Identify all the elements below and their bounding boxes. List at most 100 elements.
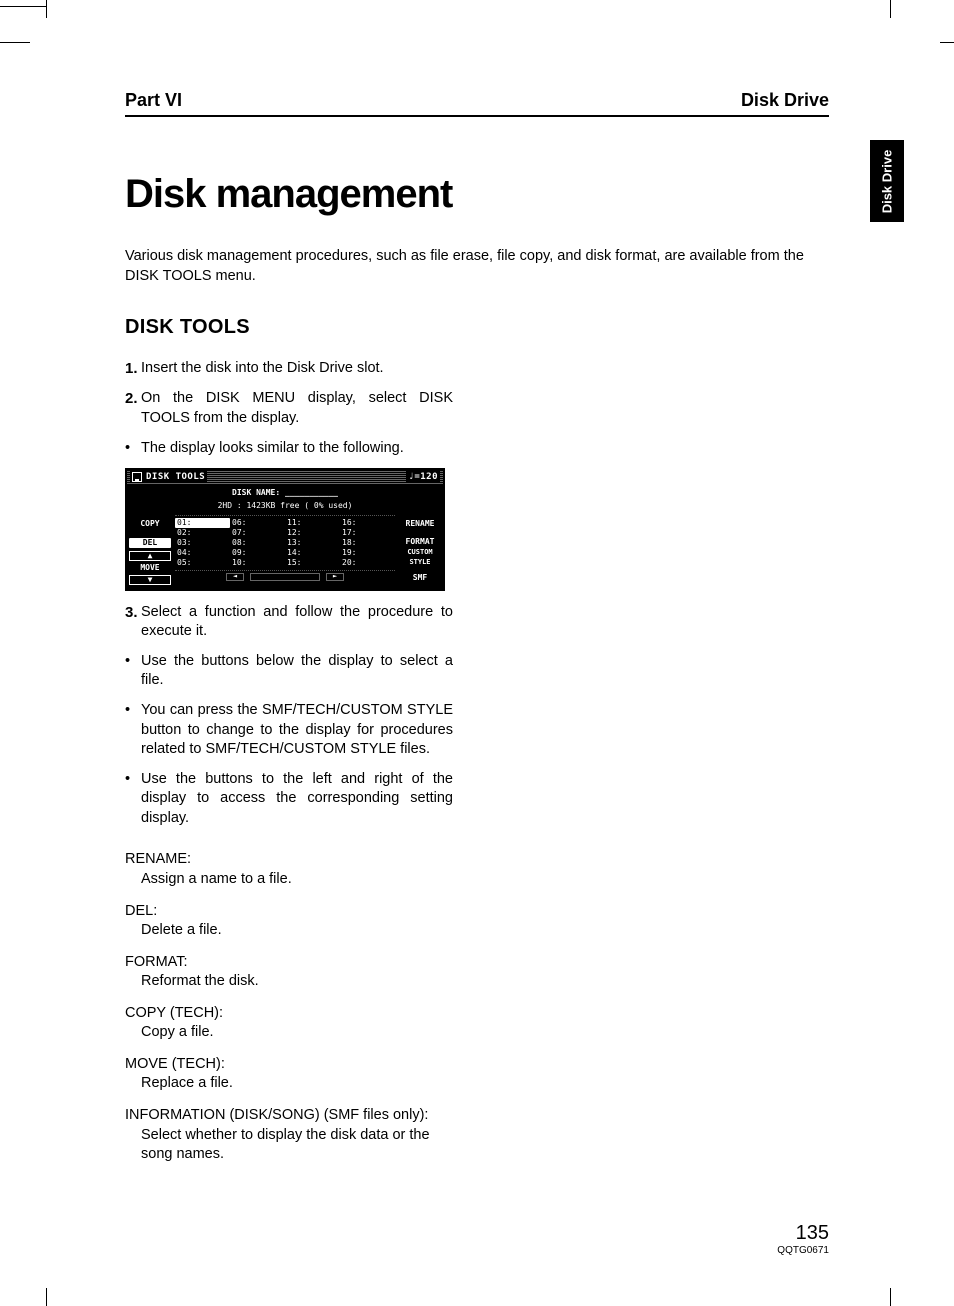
header-part: Part VI	[125, 90, 182, 111]
file-slot[interactable]: 15:	[285, 558, 340, 568]
step-text: On the DISK MENU display, select DISK TO…	[141, 389, 453, 428]
step-number: 1.	[125, 359, 141, 379]
step-text: Select a function and follow the procedu…	[141, 603, 453, 642]
scroll-row: ◄ ►	[175, 571, 395, 581]
intro-paragraph: Various disk management procedures, such…	[125, 247, 829, 286]
crop-mark	[0, 42, 30, 43]
style-label: STYLE	[399, 559, 441, 566]
tempo-indicator: ♩=120	[406, 471, 440, 483]
file-slot[interactable]: 16:	[340, 518, 395, 528]
scroll-right-button[interactable]: ►	[326, 573, 344, 581]
definition-desc: Reformat the disk.	[125, 972, 453, 992]
file-slot[interactable]: 20:	[340, 558, 395, 568]
definition-copy: COPY (TECH): Copy a file.	[125, 1004, 453, 1043]
bullet-marker: •	[125, 439, 141, 459]
move-button[interactable]: MOVE	[129, 564, 171, 572]
file-slot[interactable]: 18:	[340, 538, 395, 548]
definition-term: COPY (TECH):	[125, 1004, 453, 1024]
file-slot[interactable]: 13:	[285, 538, 340, 548]
left-button-column: COPY DEL ▲ MOVE ▼	[129, 515, 171, 585]
file-slot[interactable]: 12:	[285, 528, 340, 538]
definition-format: FORMAT: Reformat the disk.	[125, 953, 453, 992]
custom-label: CUSTOM	[399, 549, 441, 556]
up-arrow-button[interactable]: ▲	[129, 551, 171, 561]
file-slot[interactable]: 10:	[230, 558, 285, 568]
file-slot[interactable]: 14:	[285, 548, 340, 558]
bullet: • You can press the SMF/TECH/CUSTOM STYL…	[125, 701, 453, 760]
definition-desc: Assign a name to a file.	[125, 870, 453, 890]
definition-rename: RENAME: Assign a name to a file.	[125, 850, 453, 889]
file-slot[interactable]: 06:	[230, 518, 285, 528]
file-slot[interactable]: 08:	[230, 538, 285, 548]
page-footer: 135 QQTG0671	[777, 1222, 829, 1256]
file-slot[interactable]: 09:	[230, 548, 285, 558]
disk-name-value: ___________	[285, 488, 338, 497]
down-arrow-button[interactable]: ▼	[129, 575, 171, 585]
content-column: 1. Insert the disk into the Disk Drive s…	[125, 359, 453, 1165]
screenshot-title: DISK TOOLS	[146, 471, 205, 483]
smf-button[interactable]: SMF	[399, 574, 441, 582]
file-slot[interactable]: 19:	[340, 548, 395, 558]
file-grid: 01: 06: 11: 16: 02: 07: 12: 17: 03: 08: …	[175, 515, 395, 571]
step-2: 2. On the DISK MENU display, select DISK…	[125, 389, 453, 428]
crop-mark	[890, 0, 891, 18]
step-number: 2.	[125, 389, 141, 428]
side-tab: Disk Drive	[870, 140, 904, 222]
rename-button[interactable]: RENAME	[399, 520, 441, 528]
definition-information: INFORMATION (DISK/SONG) (SMF files only)…	[125, 1106, 453, 1165]
file-slot[interactable]: 03:	[175, 538, 230, 548]
disk-free-line: 2HD : 1423KB free ( 0% used)	[127, 501, 443, 515]
file-slot[interactable]: 01:	[175, 518, 230, 528]
section-heading: DISK TOOLS	[125, 316, 829, 339]
definition-term: FORMAT:	[125, 953, 453, 973]
step-3: 3. Select a function and follow the proc…	[125, 603, 453, 642]
file-slot[interactable]: 05:	[175, 558, 230, 568]
bullet: • The display looks similar to the follo…	[125, 439, 453, 459]
definition-term: RENAME:	[125, 850, 453, 870]
crop-mark	[46, 0, 47, 18]
del-button[interactable]: DEL	[129, 538, 171, 548]
copy-button[interactable]: COPY	[129, 520, 171, 528]
definition-term: DEL:	[125, 902, 453, 922]
bullet-marker: •	[125, 770, 141, 829]
crop-mark	[46, 1288, 47, 1306]
disk-name-label: DISK NAME:	[232, 488, 280, 497]
scrollbar-track[interactable]	[250, 573, 320, 581]
bullet: • Use the buttons below the display to s…	[125, 652, 453, 691]
bullet: • Use the buttons to the left and right …	[125, 770, 453, 829]
definition-desc: Delete a file.	[125, 921, 453, 941]
right-button-column: RENAME FORMAT CUSTOM STYLE SMF	[399, 515, 441, 582]
side-tab-label: Disk Drive	[880, 149, 895, 213]
definition-desc: Select whether to display the disk data …	[125, 1126, 453, 1165]
bullet-marker: •	[125, 652, 141, 691]
bullet-text: You can press the SMF/TECH/CUSTOM STYLE …	[141, 701, 453, 760]
format-button[interactable]: FORMAT	[399, 538, 441, 546]
file-slot[interactable]: 02:	[175, 528, 230, 538]
definition-term: MOVE (TECH):	[125, 1055, 453, 1075]
step-text: Insert the disk into the Disk Drive slot…	[141, 359, 453, 379]
disk-name-row: DISK NAME: ___________	[127, 484, 443, 501]
page-number: 135	[777, 1222, 829, 1245]
file-slot[interactable]: 11:	[285, 518, 340, 528]
doc-code: QQTG0671	[777, 1245, 829, 1256]
step-number: 3.	[125, 603, 141, 642]
bullet-marker: •	[125, 701, 141, 760]
file-slot[interactable]: 17:	[340, 528, 395, 538]
definition-del: DEL: Delete a file.	[125, 902, 453, 941]
floppy-icon	[132, 472, 142, 482]
file-slot[interactable]: 07:	[230, 528, 285, 538]
step-1: 1. Insert the disk into the Disk Drive s…	[125, 359, 453, 379]
running-header: Part VI Disk Drive	[125, 90, 829, 117]
file-slot[interactable]: 04:	[175, 548, 230, 558]
definition-term: INFORMATION (DISK/SONG) (SMF files only)…	[125, 1106, 453, 1126]
screenshot-titlebar: DISK TOOLS ♩=120	[127, 470, 443, 484]
definition-move: MOVE (TECH): Replace a file.	[125, 1055, 453, 1094]
header-section: Disk Drive	[741, 90, 829, 111]
page-title: Disk management	[125, 172, 829, 217]
definition-desc: Copy a file.	[125, 1023, 453, 1043]
scroll-left-button[interactable]: ◄	[226, 573, 244, 581]
definition-desc: Replace a file.	[125, 1074, 453, 1094]
crop-mark	[890, 1288, 891, 1306]
disk-tools-screenshot: DISK TOOLS ♩=120 DISK NAME: ___________ …	[125, 468, 445, 591]
manual-page: Disk Drive Part VI Disk Drive Disk manag…	[0, 0, 954, 1306]
